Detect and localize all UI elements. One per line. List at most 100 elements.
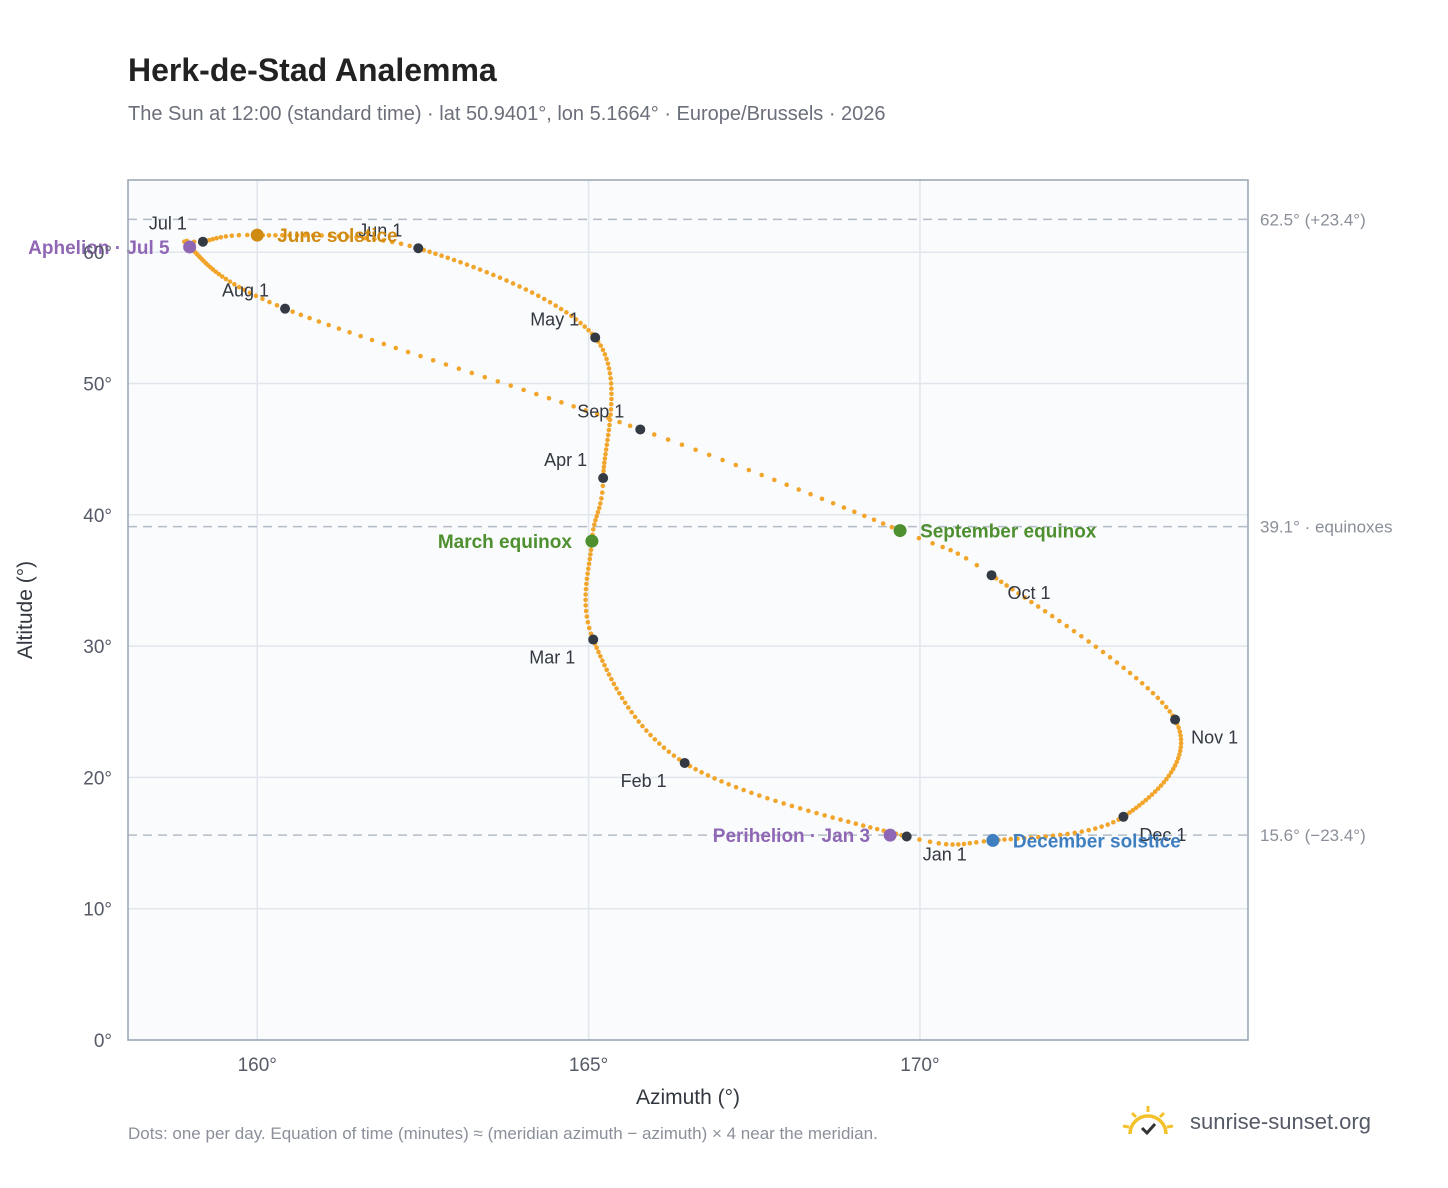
daily-sun-dot bbox=[603, 447, 609, 452]
daily-sun-dot bbox=[588, 547, 594, 553]
daily-sun-dot bbox=[611, 681, 617, 687]
daily-sun-dot bbox=[868, 825, 873, 830]
daily-sun-dot bbox=[587, 556, 593, 562]
daily-sun-dot bbox=[874, 826, 880, 832]
daily-sun-dot bbox=[523, 287, 529, 292]
daily-sun-dot bbox=[609, 391, 614, 397]
daily-sun-dot bbox=[287, 232, 292, 238]
daily-sun-dot bbox=[1168, 770, 1174, 775]
daily-sun-dot bbox=[1177, 748, 1183, 754]
daily-sun-dot bbox=[273, 233, 278, 238]
reference-line-label: 39.1° · equinoxes bbox=[1260, 518, 1393, 537]
daily-sun-dot bbox=[508, 383, 514, 388]
daily-sun-dot bbox=[889, 524, 895, 530]
month-marker bbox=[1118, 811, 1129, 822]
daily-sun-dot bbox=[622, 700, 628, 706]
daily-sun-dot bbox=[358, 333, 363, 339]
daily-sun-dot bbox=[1166, 773, 1172, 779]
daily-sun-dot bbox=[1064, 623, 1069, 629]
daily-sun-dot bbox=[443, 362, 449, 367]
event-label: Perihelion · Jan 3 bbox=[713, 826, 870, 847]
daily-sun-dot bbox=[1130, 807, 1136, 813]
daily-sun-dot bbox=[853, 821, 859, 826]
daily-sun-dot bbox=[871, 517, 877, 523]
daily-sun-dot bbox=[627, 423, 633, 429]
daily-sun-dot bbox=[598, 654, 603, 659]
daily-sun-dot bbox=[1177, 752, 1182, 757]
daily-sun-dot bbox=[1049, 613, 1055, 619]
daily-sun-dot bbox=[583, 608, 589, 614]
daily-sun-dot bbox=[608, 381, 614, 386]
month-marker bbox=[1170, 714, 1181, 725]
daily-sun-dot bbox=[749, 790, 754, 796]
daily-sun-dot bbox=[223, 276, 229, 282]
daily-sun-dot bbox=[651, 432, 657, 437]
daily-sun-dot bbox=[629, 709, 634, 715]
daily-sun-dot bbox=[1036, 834, 1041, 840]
daily-sun-dot bbox=[1175, 755, 1181, 761]
daily-sun-dot bbox=[726, 782, 731, 787]
daily-sun-dot bbox=[602, 662, 607, 668]
sunrise-logo-icon bbox=[1122, 1106, 1174, 1136]
reference-line-label: 15.6° (−23.4°) bbox=[1260, 826, 1366, 845]
month-marker-label: Mar 1 bbox=[529, 648, 575, 668]
daily-sun-dot bbox=[733, 784, 739, 790]
daily-sun-dot bbox=[583, 408, 588, 413]
brand[interactable]: sunrise-sunset.org bbox=[1120, 1104, 1371, 1140]
daily-sun-dot bbox=[564, 310, 569, 315]
daily-sun-dot bbox=[948, 547, 953, 553]
daily-sun-dot bbox=[1178, 740, 1184, 746]
plot-area bbox=[128, 180, 1248, 1040]
daily-sun-dot bbox=[604, 356, 609, 362]
daily-sun-dot bbox=[427, 249, 432, 255]
month-marker bbox=[986, 570, 997, 581]
daily-sun-dot bbox=[1100, 649, 1106, 655]
daily-sun-dot bbox=[614, 686, 619, 691]
daily-sun-dot bbox=[1161, 780, 1167, 785]
daily-sun-dot bbox=[319, 233, 324, 238]
daily-sun-dot bbox=[601, 464, 607, 470]
daily-sun-dot bbox=[495, 379, 501, 384]
month-marker-label: Jun 1 bbox=[358, 220, 402, 240]
daily-sun-dot bbox=[591, 522, 597, 527]
daily-sun-dot bbox=[1015, 836, 1020, 841]
daily-sun-dot bbox=[433, 251, 438, 256]
daily-sun-dot bbox=[706, 452, 712, 458]
daily-sun-dot bbox=[600, 347, 606, 353]
daily-sun-dot bbox=[602, 352, 608, 357]
y-tick-label: 10° bbox=[83, 900, 112, 921]
daily-sun-dot bbox=[218, 234, 224, 240]
daily-sun-dot bbox=[244, 232, 250, 238]
daily-sun-dot bbox=[1092, 826, 1098, 831]
daily-sun-dot bbox=[336, 326, 342, 331]
daily-sun-dot bbox=[451, 257, 457, 263]
daily-sun-dot bbox=[594, 412, 600, 417]
daily-sun-dot bbox=[1143, 797, 1149, 803]
daily-sun-dot bbox=[582, 324, 587, 329]
event-marker bbox=[986, 833, 1000, 847]
daily-sun-dot bbox=[1111, 819, 1116, 825]
event-label: Aphelion · Jul 5 bbox=[28, 238, 170, 259]
daily-sun-dot bbox=[917, 837, 922, 842]
axes: 160° 165° 170° 0° 10° 20° 30° 40° 50° 60° bbox=[83, 243, 939, 1076]
daily-sun-dot bbox=[599, 490, 605, 495]
daily-sun-dot bbox=[219, 274, 225, 279]
daily-sun-dot bbox=[541, 296, 547, 302]
daily-sun-dot bbox=[605, 437, 610, 443]
daily-sun-dot bbox=[596, 649, 601, 655]
daily-sun-dot bbox=[316, 319, 322, 324]
daily-sun-dot bbox=[1150, 690, 1156, 696]
daily-sun-dot bbox=[1004, 583, 1009, 588]
daily-sun-dot bbox=[636, 719, 641, 724]
daily-sun-dot bbox=[216, 271, 222, 277]
event-marker bbox=[250, 228, 264, 242]
daily-sun-dot bbox=[595, 509, 601, 515]
daily-sun-dot bbox=[598, 343, 603, 348]
daily-sun-dot bbox=[648, 732, 653, 738]
daily-sun-dot bbox=[784, 482, 789, 488]
month-marker-label: Jan 1 bbox=[923, 844, 967, 864]
daily-sun-dot bbox=[456, 366, 462, 372]
daily-sun-dot bbox=[617, 419, 622, 425]
daily-sun-dot bbox=[607, 371, 613, 376]
daily-sun-dot bbox=[741, 787, 746, 793]
